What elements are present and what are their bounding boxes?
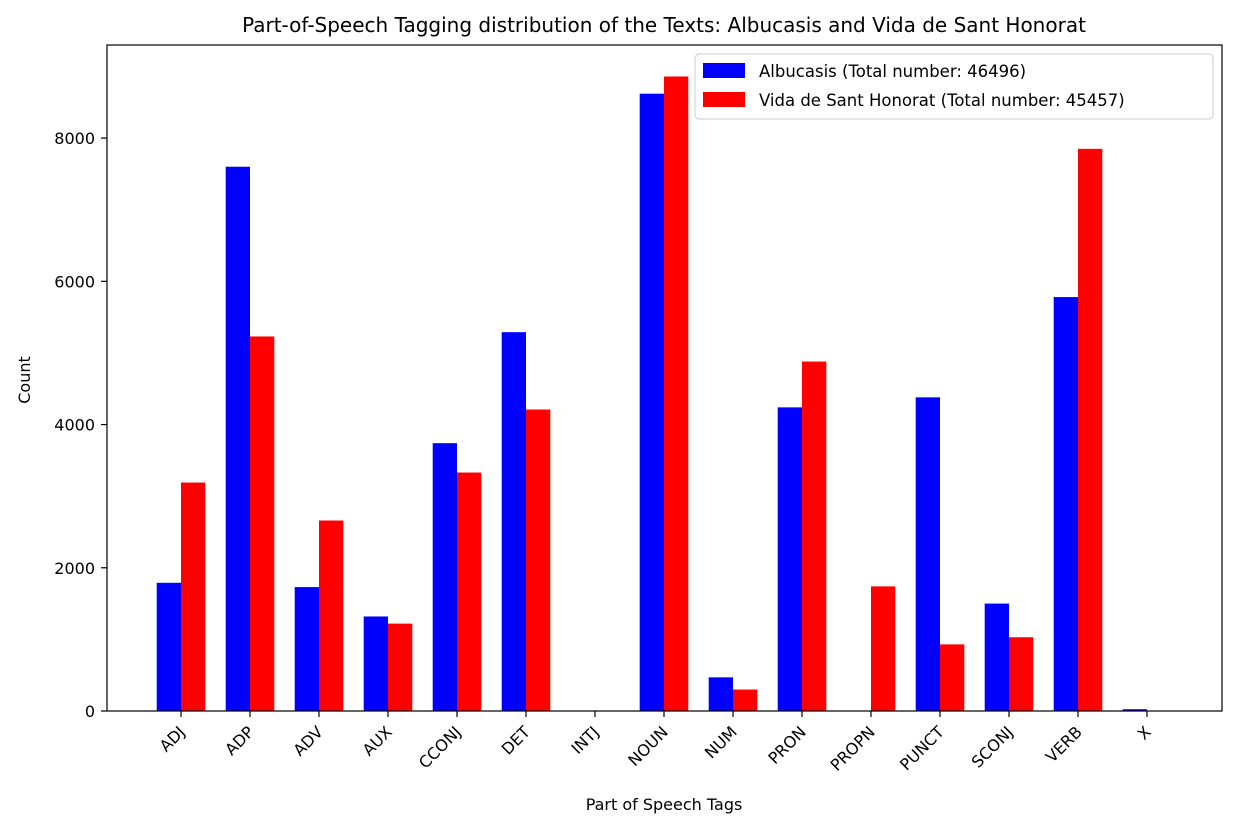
bar-vida-adv — [319, 520, 344, 711]
bar-albucasis-adv — [294, 587, 319, 711]
bar-vida-adp — [250, 336, 275, 711]
bar-albucasis-det — [501, 332, 526, 711]
bar-vida-verb — [1078, 148, 1103, 712]
bar-albucasis-verb — [1053, 297, 1078, 711]
x-axis-label: Part of Speech Tags — [586, 795, 743, 814]
y-axis: 0 2000 4000 6000 8000 — [54, 129, 107, 721]
bar-albucasis-pron — [777, 407, 802, 711]
bar-vida-propn — [871, 586, 896, 711]
bar-vida-det — [526, 409, 551, 711]
bar-vida-adj — [181, 482, 206, 711]
legend-swatch-albucasis — [703, 63, 745, 78]
bar-vida-aux — [388, 623, 413, 711]
bar-vida-sconj — [1009, 637, 1034, 711]
bar-albucasis-noun — [639, 93, 664, 711]
bar-albucasis-adp — [225, 166, 250, 712]
y-tick-label: 2000 — [54, 559, 95, 578]
bar-albucasis-x — [1122, 709, 1147, 711]
y-tick-label: 4000 — [54, 416, 95, 435]
y-tick-label: 8000 — [54, 129, 95, 148]
bar-albucasis-sconj — [984, 603, 1009, 711]
bar-vida-punct — [940, 644, 965, 711]
bars-layer — [156, 76, 1172, 712]
bar-albucasis-num — [708, 677, 733, 711]
y-tick-label: 6000 — [54, 272, 95, 291]
legend-label-albucasis: Albucasis (Total number: 46496) — [759, 62, 1026, 81]
bar-albucasis-adj — [156, 582, 181, 711]
legend-swatch-vida — [703, 92, 745, 107]
y-axis-label: Count — [15, 356, 34, 404]
legend: Albucasis (Total number: 46496) Vida de S… — [694, 53, 1214, 120]
bar-albucasis-cconj — [432, 443, 457, 711]
legend-label-vida: Vida de Sant Honorat (Total number: 4545… — [759, 91, 1125, 110]
bar-albucasis-aux — [363, 616, 388, 711]
bar-vida-noun — [664, 76, 689, 711]
plot-frame — [106, 44, 1223, 712]
bar-vida-cconj — [457, 472, 482, 711]
bar-albucasis-punct — [915, 397, 940, 711]
bar-vida-num — [733, 689, 758, 711]
y-tick-label: 0 — [85, 702, 95, 721]
chart-title: Part-of-Speech Tagging distribution of t… — [242, 13, 1086, 37]
legend-box — [694, 53, 1214, 120]
bar-vida-pron — [802, 361, 827, 711]
